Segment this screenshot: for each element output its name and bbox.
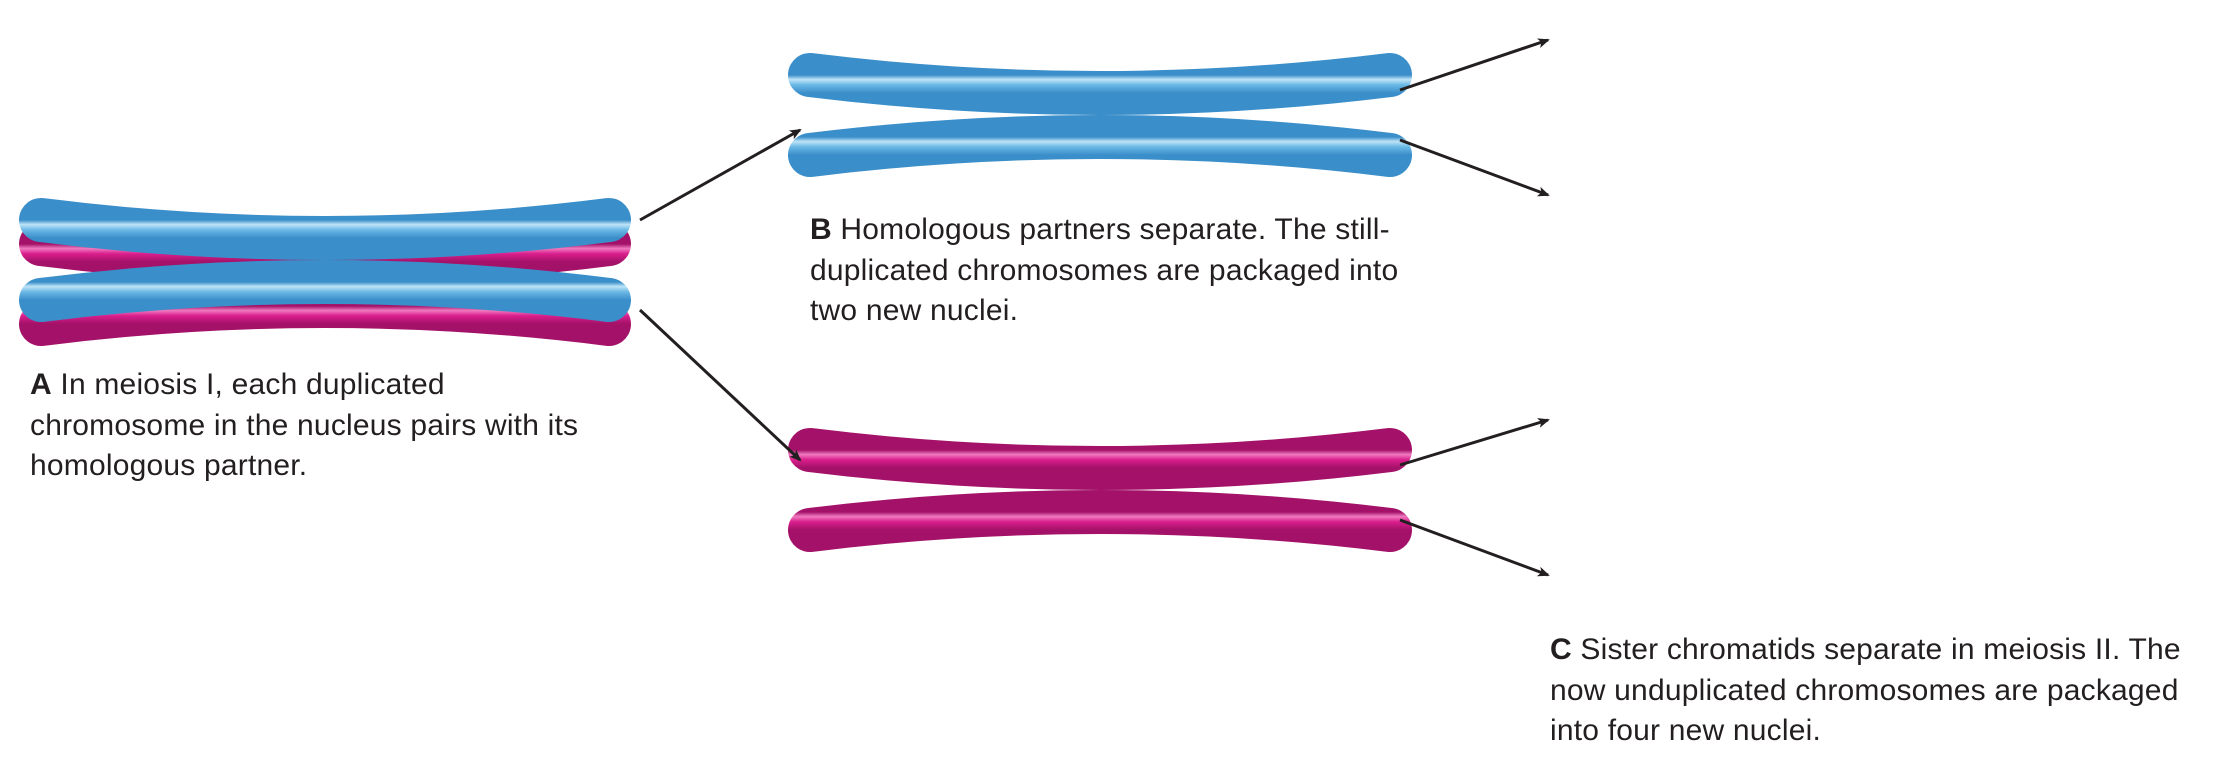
caption-b-text: Homologous partners separate. The still-… — [810, 213, 1398, 327]
caption-c-text: Sister chromatids separate in meiosis II… — [1550, 633, 2181, 747]
caption-stage-c: C Sister chromatids separate in meiosis … — [1550, 630, 2210, 752]
caption-b-lead: B — [810, 213, 832, 246]
caption-stage-b: B Homologous partners separate. The stil… — [810, 210, 1450, 332]
caption-stage-a: A In meiosis I, each duplicated chromoso… — [30, 365, 620, 487]
caption-a-text: In meiosis I, each duplicated chromosome… — [30, 368, 578, 482]
meiosis-diagram-container: A In meiosis I, each duplicated chromoso… — [0, 0, 2216, 763]
caption-a-lead: A — [30, 368, 52, 401]
caption-c-lead: C — [1550, 633, 1572, 666]
